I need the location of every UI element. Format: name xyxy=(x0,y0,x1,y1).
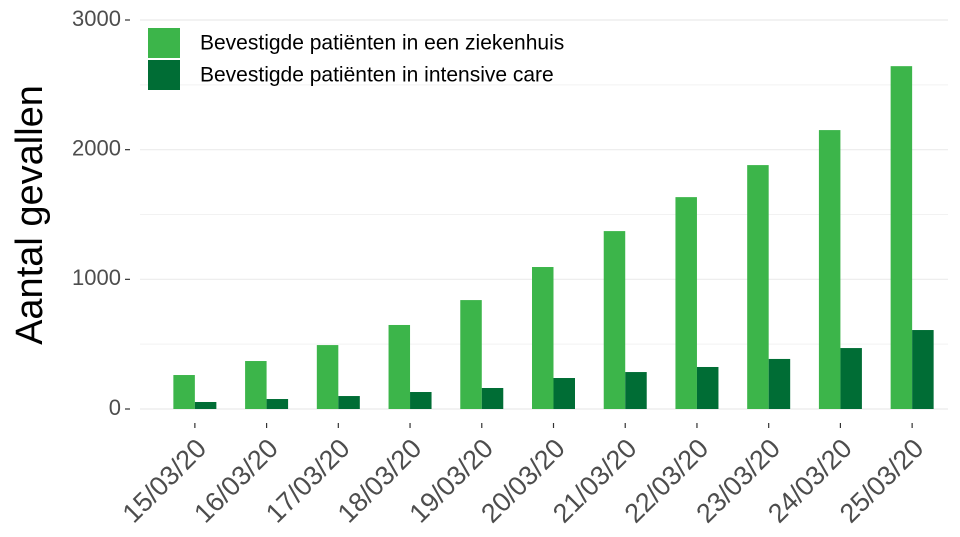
bar xyxy=(532,267,554,409)
bar xyxy=(818,130,841,409)
y-tick-label: 0 xyxy=(109,395,121,420)
bar xyxy=(840,348,862,409)
y-axis-label: Aantal gevallen xyxy=(9,85,51,345)
legend: Bevestigde patiënten in een ziekenhuis Be… xyxy=(148,28,564,90)
bar xyxy=(696,366,719,409)
bar xyxy=(675,197,697,409)
bar xyxy=(245,361,267,409)
bar xyxy=(410,392,432,409)
legend-label: Bevestigde patiënten in intensive care xyxy=(200,64,554,87)
bar xyxy=(266,399,289,409)
bar xyxy=(388,324,411,409)
bar xyxy=(768,358,791,409)
bar xyxy=(603,231,626,409)
legend-swatch xyxy=(148,28,180,58)
bar xyxy=(890,66,913,410)
bar xyxy=(553,378,575,409)
y-tick-label: 3000 xyxy=(72,6,121,31)
bar xyxy=(338,396,360,409)
bar xyxy=(460,300,482,409)
bar xyxy=(316,345,339,409)
bar xyxy=(173,375,195,409)
bar xyxy=(625,372,647,409)
legend-label: Bevestigde patiënten in een ziekenhuis xyxy=(200,32,564,55)
y-tick-label: 1000 xyxy=(72,265,121,290)
bar xyxy=(481,387,504,409)
bar xyxy=(194,401,217,409)
bar xyxy=(912,330,934,409)
bar xyxy=(747,165,769,409)
y-tick-label: 2000 xyxy=(72,135,121,160)
legend-swatch xyxy=(148,60,180,90)
